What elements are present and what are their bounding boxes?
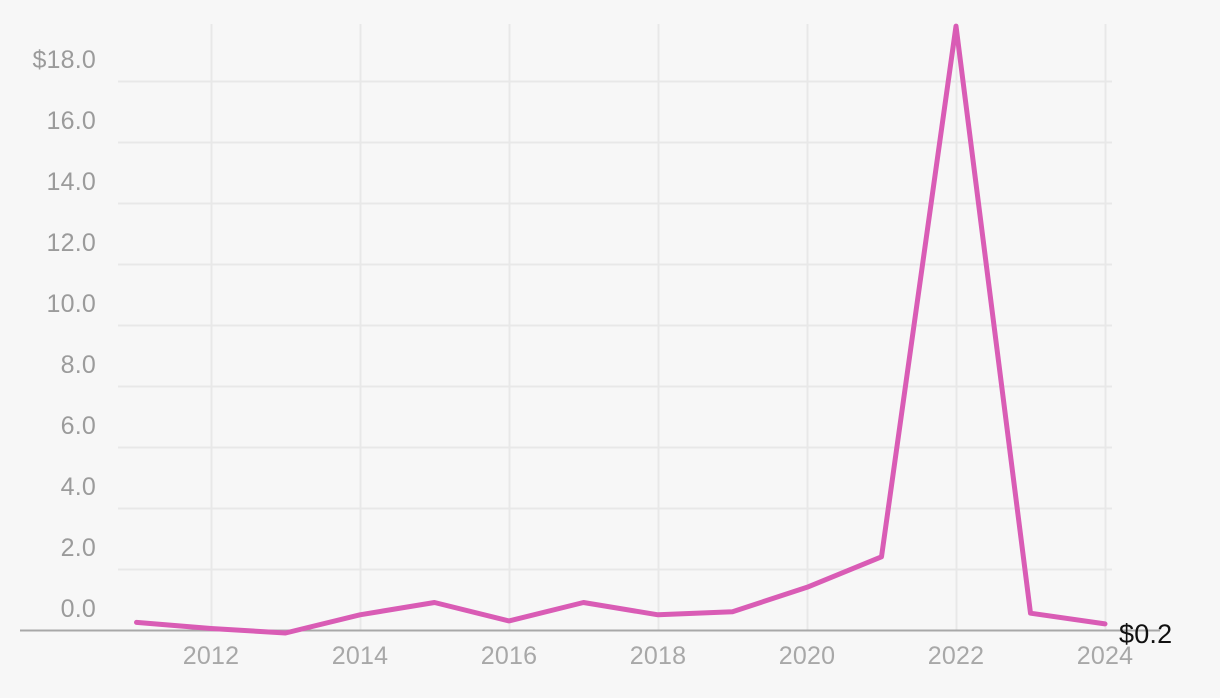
x-tick-label-2012: 2012 — [182, 642, 240, 670]
x-tick-label-2016: 2016 — [480, 642, 538, 670]
y-tick-label-18: $18.0 — [32, 46, 96, 74]
y-tick-label-4: 4.0 — [60, 473, 96, 501]
y-tick-label-0: 0.0 — [60, 595, 96, 623]
x-tick-label-2020: 2020 — [778, 642, 836, 670]
x-tick-label-2024: 2024 — [1076, 642, 1134, 670]
y-tick-label-14: 14.0 — [46, 168, 96, 196]
y-tick-label-2: 2.0 — [60, 534, 96, 562]
vertical-gridlines — [210, 24, 1107, 630]
y-tick-label-6: 6.0 — [60, 412, 96, 440]
x-tick-label-2022: 2022 — [927, 642, 985, 670]
y-tick-label-10: 10.0 — [46, 290, 96, 318]
annotation-end-value: $0.2 — [1119, 618, 1173, 649]
x-tick-label-2014: 2014 — [331, 642, 389, 670]
horizontal-gridlines — [118, 80, 1112, 571]
y-tick-label-8: 8.0 — [60, 351, 96, 379]
series-line-value — [134, 23, 1108, 636]
x-tick-label-2018: 2018 — [629, 642, 687, 670]
y-tick-label-16: 16.0 — [46, 107, 96, 135]
y-tick-label-12: 12.0 — [46, 229, 96, 257]
